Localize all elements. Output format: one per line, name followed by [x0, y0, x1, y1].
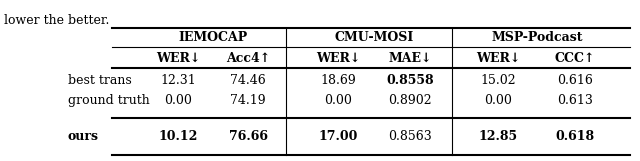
Text: 0.8902: 0.8902: [388, 94, 432, 106]
Text: 10.12: 10.12: [158, 131, 198, 143]
Text: MSP-Podcast: MSP-Podcast: [492, 30, 583, 43]
Text: WER↓: WER↓: [476, 52, 520, 65]
Text: WER↓: WER↓: [316, 52, 360, 65]
Text: ground truth: ground truth: [68, 94, 150, 106]
Text: CMU-MOSI: CMU-MOSI: [334, 30, 413, 43]
Text: 12.85: 12.85: [479, 131, 518, 143]
Text: MAE↓: MAE↓: [388, 52, 432, 65]
Text: 0.00: 0.00: [164, 94, 192, 106]
Text: 12.31: 12.31: [160, 74, 196, 86]
Text: 0.8558: 0.8558: [386, 74, 434, 86]
Text: best trans: best trans: [68, 74, 132, 86]
Text: CCC↑: CCC↑: [555, 52, 595, 65]
Text: IEMOCAP: IEMOCAP: [179, 30, 248, 43]
Text: 15.02: 15.02: [480, 74, 516, 86]
Text: 0.616: 0.616: [557, 74, 593, 86]
Text: 0.00: 0.00: [484, 94, 512, 106]
Text: 76.66: 76.66: [228, 131, 268, 143]
Text: 0.8563: 0.8563: [388, 131, 432, 143]
Text: 74.19: 74.19: [230, 94, 266, 106]
Text: 0.618: 0.618: [556, 131, 595, 143]
Text: 18.69: 18.69: [320, 74, 356, 86]
Text: 0.613: 0.613: [557, 94, 593, 106]
Text: lower the better.: lower the better.: [4, 14, 109, 27]
Text: 17.00: 17.00: [318, 131, 358, 143]
Text: 74.46: 74.46: [230, 74, 266, 86]
Text: ours: ours: [68, 131, 99, 143]
Text: 0.00: 0.00: [324, 94, 352, 106]
Text: WER↓: WER↓: [156, 52, 200, 65]
Text: Acc4↑: Acc4↑: [226, 52, 270, 65]
